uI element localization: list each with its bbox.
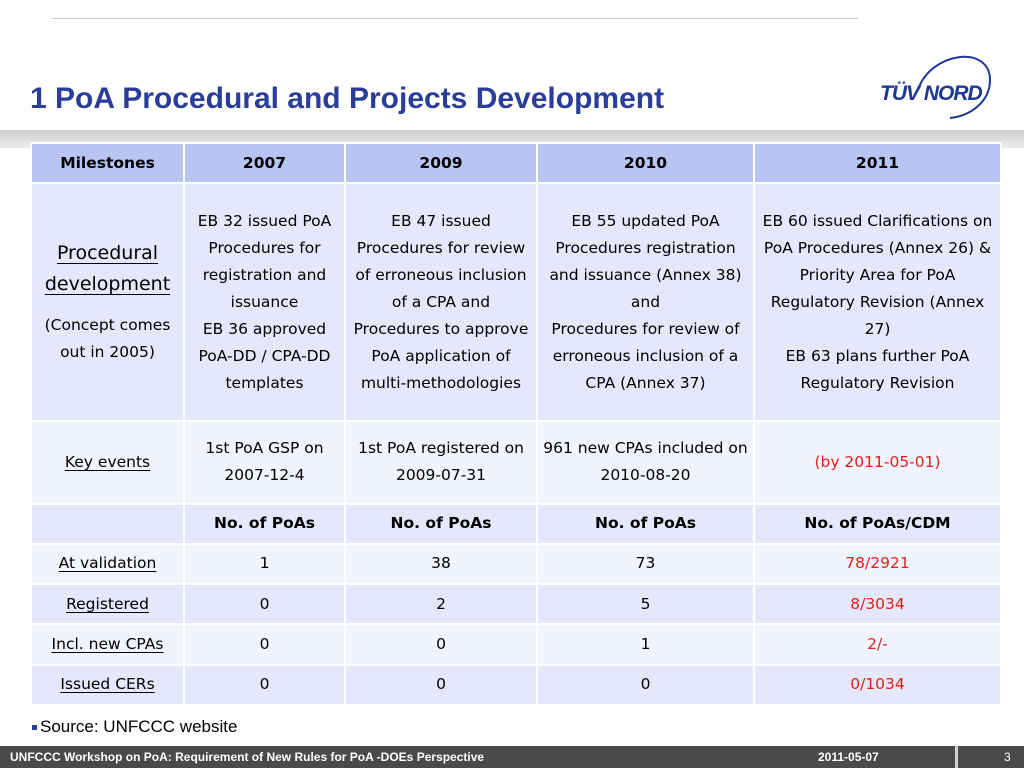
- source-text: Source: UNFCCC website: [40, 717, 238, 736]
- footer-page-number: 3: [1004, 750, 1011, 764]
- header-2007: 2007: [183, 141, 346, 185]
- registered-label: Registered: [30, 583, 185, 626]
- logo-text: TÜV NORD: [880, 82, 983, 105]
- procedural-2007: EB 32 issued PoA Procedures for registra…: [183, 182, 346, 422]
- registered-2011: 8/3034: [753, 583, 1002, 626]
- at-validation-2009: 38: [344, 542, 538, 586]
- incl-new-cpas-2007: 0: [183, 623, 346, 666]
- procedural-2009: EB 47 issued Procedures for review of er…: [344, 182, 538, 422]
- counts-header-2009: No. of PoAs: [344, 502, 538, 545]
- table-row: Registered 0 2 5 8/3034: [30, 583, 1002, 626]
- footer-divider: [955, 746, 958, 768]
- incl-new-cpas-2010: 1: [536, 623, 755, 666]
- issued-cers-2010: 0: [536, 663, 755, 707]
- top-rule: [52, 18, 858, 19]
- at-validation-label: At validation: [30, 542, 185, 586]
- logo-arc-icon: [917, 55, 992, 119]
- registered-2009: 2: [344, 583, 538, 626]
- header-2011: 2011: [753, 141, 1002, 185]
- header-milestones: Milestones: [30, 141, 185, 185]
- footer-date: 2011-05-07: [818, 750, 879, 764]
- counts-header-2007: No. of PoAs: [183, 502, 346, 545]
- tuv-nord-logo: TÜV NORD: [858, 44, 998, 124]
- issued-cers-2007: 0: [183, 663, 346, 707]
- procedural-development-row: Procedural development (Concept comes ou…: [30, 182, 1002, 422]
- table-row: Incl. new CPAs 0 0 1 2/-: [30, 623, 1002, 666]
- issued-cers-2009: 0: [344, 663, 538, 707]
- table-row: Issued CERs 0 0 0 0/1034: [30, 663, 1002, 707]
- procedural-label: Procedural development: [44, 242, 171, 296]
- key-events-label: Key events: [30, 419, 185, 505]
- key-events-2009: 1st PoA registered on 2009-07-31: [344, 419, 538, 505]
- procedural-label-cell: Procedural development (Concept comes ou…: [30, 182, 185, 422]
- key-events-row: Key events 1st PoA GSP on 2007-12-4 1st …: [30, 419, 1002, 505]
- key-events-2011: (by 2011-05-01): [753, 419, 1002, 505]
- footer-event: UNFCCC Workshop on PoA: Requirement of N…: [10, 750, 485, 764]
- counts-header-blank: [30, 502, 185, 545]
- at-validation-2011: 78/2921: [753, 542, 1002, 586]
- key-events-2010: 961 new CPAs included on 2010-08-20: [536, 419, 755, 505]
- procedural-2010: EB 55 updated PoA Procedures registratio…: [536, 182, 755, 422]
- source-note: Source: UNFCCC website: [32, 717, 237, 737]
- footer-bar: UNFCCC Workshop on PoA: Requirement of N…: [0, 746, 1024, 768]
- counts-header-2011: No. of PoAs/CDM: [753, 502, 1002, 545]
- table-row: At validation 1 38 73 78/2921: [30, 542, 1002, 586]
- table-header-row: Milestones 2007 2009 2010 2011: [30, 141, 1002, 185]
- incl-new-cpas-2011: 2/-: [753, 623, 1002, 666]
- incl-new-cpas-label: Incl. new CPAs: [30, 623, 185, 666]
- registered-2010: 5: [536, 583, 755, 626]
- slide-title: 1 PoA Procedural and Projects Developmen…: [30, 82, 665, 115]
- milestones-table: Milestones 2007 2009 2010 2011 Procedura…: [30, 141, 1002, 707]
- counts-header-2010: No. of PoAs: [536, 502, 755, 545]
- header-2009: 2009: [344, 141, 538, 185]
- key-events-2007: 1st PoA GSP on 2007-12-4: [183, 419, 346, 505]
- registered-2007: 0: [183, 583, 346, 626]
- incl-new-cpas-2009: 0: [344, 623, 538, 666]
- issued-cers-2011: 0/1034: [753, 663, 1002, 707]
- issued-cers-label: Issued CERs: [30, 663, 185, 707]
- procedural-2011: EB 60 issued Clarifications on PoA Proce…: [753, 182, 1002, 422]
- bullet-icon: [32, 725, 37, 731]
- header-2010: 2010: [536, 141, 755, 185]
- at-validation-2010: 73: [536, 542, 755, 586]
- procedural-note: (Concept comes out in 2005): [44, 316, 171, 362]
- counts-header-row: No. of PoAs No. of PoAs No. of PoAs No. …: [30, 502, 1002, 545]
- at-validation-2007: 1: [183, 542, 346, 586]
